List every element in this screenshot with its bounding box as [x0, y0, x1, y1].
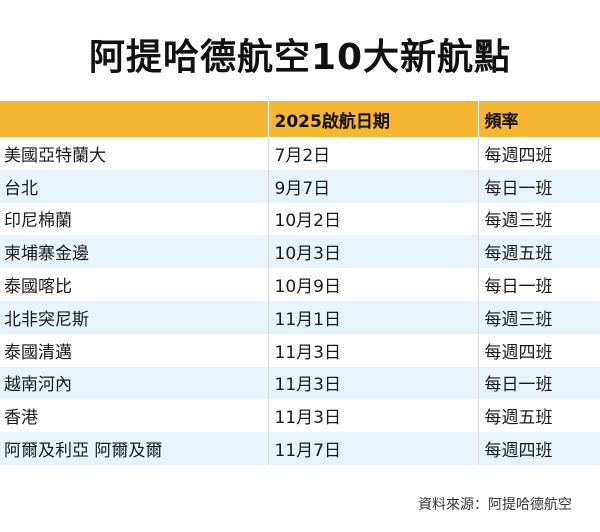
table-row: 印尼棉蘭 10月2日 每週三班	[0, 202, 600, 236]
table-row: 越南河內 11月3日 每日一班	[0, 366, 600, 400]
cell-frequency: 每週五班	[478, 235, 600, 269]
cell-destination: 柬埔寨金邊	[0, 235, 269, 269]
cell-destination: 泰國清邁	[0, 333, 269, 367]
cell-frequency: 每日一班	[478, 366, 600, 400]
cell-frequency: 每週四班	[478, 432, 600, 465]
table-header-row: 2025啟航日期 頻率	[0, 101, 600, 137]
cell-destination: 北非突尼斯	[0, 300, 269, 334]
cell-date: 11月1日	[268, 300, 479, 334]
cell-date: 7月2日	[268, 137, 479, 170]
table-row: 阿爾及利亞 阿爾及爾 11月7日 每週四班	[0, 432, 600, 465]
table-row: 北非突尼斯 11月1日 每週三班	[0, 300, 600, 334]
cell-destination: 香港	[0, 399, 269, 433]
cell-frequency: 每週五班	[478, 399, 600, 433]
cell-date: 11月3日	[268, 366, 479, 400]
table-row: 泰國喀比 10月9日 每日一班	[0, 268, 600, 301]
cell-date: 11月3日	[268, 399, 479, 433]
destinations-table: 2025啟航日期 頻率 美國亞特蘭大 7月2日 每週四班 台北 9月7日 每日一…	[0, 101, 600, 465]
cell-destination: 泰國喀比	[0, 268, 269, 301]
cell-frequency: 每週四班	[478, 333, 600, 367]
header-frequency: 頻率	[478, 101, 600, 137]
header-launch-date: 2025啟航日期	[268, 101, 479, 137]
cell-destination: 印尼棉蘭	[0, 202, 269, 236]
cell-destination: 台北	[0, 169, 269, 203]
cell-date: 10月9日	[268, 268, 479, 301]
source-credit: 資料來源：阿提哈德航空	[418, 497, 572, 513]
table-row: 泰國清邁 11月3日 每週四班	[0, 333, 600, 367]
cell-destination: 阿爾及利亞 阿爾及爾	[0, 432, 269, 465]
cell-date: 11月7日	[268, 432, 479, 465]
table-row: 柬埔寨金邊 10月3日 每週五班	[0, 235, 600, 269]
cell-frequency: 每週四班	[478, 137, 600, 170]
cell-date: 10月2日	[268, 202, 479, 236]
cell-destination: 越南河內	[0, 366, 269, 400]
cell-frequency: 每週三班	[478, 202, 600, 236]
table-row: 美國亞特蘭大 7月2日 每週四班	[0, 137, 600, 170]
cell-date: 9月7日	[268, 169, 479, 203]
page-title: 阿提哈德航空10大新航點	[88, 37, 512, 78]
table-row: 台北 9月7日 每日一班	[0, 169, 600, 203]
cell-frequency: 每日一班	[478, 169, 600, 203]
cell-destination: 美國亞特蘭大	[0, 137, 269, 170]
cell-frequency: 每日一班	[478, 268, 600, 301]
header-destination	[0, 101, 269, 137]
cell-frequency: 每週三班	[478, 300, 600, 334]
cell-date: 11月3日	[268, 333, 479, 367]
table-row: 香港 11月3日 每週五班	[0, 399, 600, 433]
cell-date: 10月3日	[268, 235, 479, 269]
